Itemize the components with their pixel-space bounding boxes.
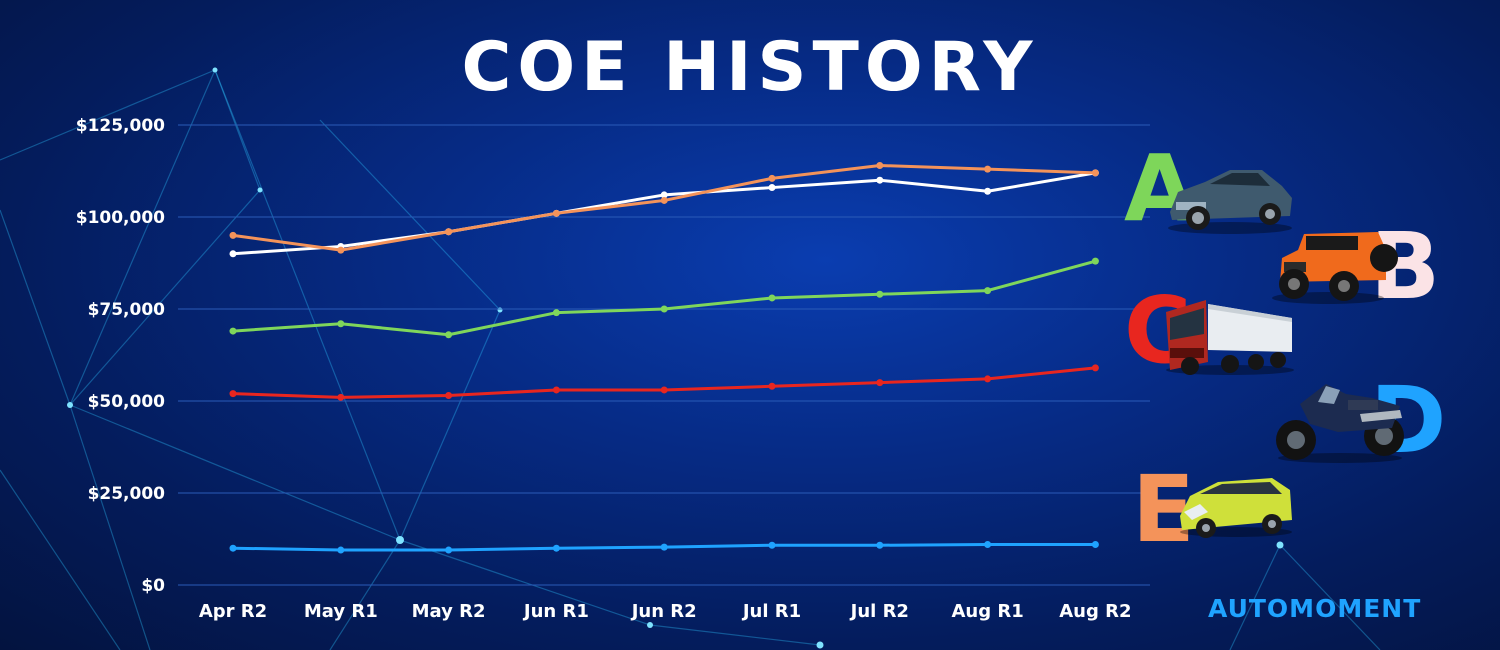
legend-item-c: C: [1124, 277, 1294, 384]
data-point: [876, 290, 884, 298]
data-point: [445, 228, 453, 236]
data-point: [984, 287, 992, 295]
data-point: [660, 191, 668, 199]
motorcycle-icon: [1276, 384, 1404, 463]
series-line: [232, 163, 1096, 252]
data-point: [445, 546, 453, 554]
legend-item-a: A: [1124, 135, 1292, 242]
sedan-car-icon: [1168, 170, 1292, 234]
data-point: [768, 541, 776, 549]
data-point: [229, 250, 237, 258]
data-point: [445, 331, 453, 339]
gridlines: [178, 124, 1150, 586]
data-point: [660, 386, 668, 394]
x-tick-label: May R1: [304, 601, 378, 622]
x-tick-label: Jul R1: [741, 601, 801, 622]
data-point: [768, 382, 776, 390]
legend-item-b: B: [1272, 213, 1440, 320]
data-point: [337, 546, 345, 554]
x-tick-label: Jun R2: [630, 601, 697, 622]
y-tick-label: $0: [141, 576, 165, 596]
data-point: [1091, 541, 1099, 549]
data-point: [984, 165, 992, 173]
data-point: [337, 393, 345, 401]
data-point: [876, 176, 884, 184]
data-point: [876, 161, 884, 169]
y-tick-label: $100,000: [76, 208, 165, 228]
data-point: [660, 305, 668, 313]
data-point: [1091, 257, 1099, 265]
y-tick-label: $75,000: [88, 300, 166, 320]
data-point: [552, 544, 560, 552]
series-line: [232, 171, 1096, 256]
data-point: [984, 187, 992, 195]
x-tick-label: Jun R1: [522, 601, 589, 622]
x-tick-label: May R2: [412, 601, 486, 622]
data-point: [768, 294, 776, 302]
series-cat_d: [229, 364, 1099, 401]
data-point: [1091, 364, 1099, 372]
series-cat_a: [229, 169, 1099, 258]
series-lines: [229, 161, 1099, 554]
data-point: [768, 174, 776, 182]
data-point: [876, 541, 884, 549]
data-point: [229, 544, 237, 552]
data-point: [229, 231, 237, 239]
data-point: [445, 391, 453, 399]
series-cat_c: [229, 257, 1099, 339]
data-point: [984, 375, 992, 383]
x-tick-label: Aug R2: [1059, 601, 1131, 622]
data-point: [552, 309, 560, 317]
legend-item-e: E: [1132, 456, 1292, 563]
data-point: [337, 246, 345, 254]
series-cat_b: [229, 161, 1099, 254]
data-point: [768, 184, 776, 192]
y-axis-ticks: $0 $25,000 $50,000 $75,000 $100,000 $125,000: [76, 116, 165, 596]
data-point: [660, 196, 668, 204]
legend-letter: A: [1124, 135, 1195, 242]
y-tick-label: $125,000: [76, 116, 165, 136]
brand-logo: AUTOMOMENT: [1208, 594, 1422, 623]
data-point: [660, 543, 668, 551]
chart-title: COE HISTORY: [461, 28, 1039, 107]
y-tick-label: $25,000: [88, 484, 166, 504]
x-tick-label: Aug R1: [951, 601, 1023, 622]
data-point: [229, 390, 237, 398]
x-axis-ticks: Apr R2 May R1 May R2 Jun R1 Jun R2 Jul R1 Jul …: [199, 601, 1132, 622]
data-point: [1091, 169, 1099, 177]
series-cat_e: [229, 541, 1099, 554]
legend-item-d: D: [1276, 367, 1446, 474]
data-point: [876, 379, 884, 387]
jeep-suv-icon: [1272, 232, 1398, 304]
x-tick-label: Apr R2: [199, 601, 267, 622]
data-point: [337, 320, 345, 328]
data-point: [984, 541, 992, 549]
data-point: [552, 386, 560, 394]
y-tick-label: $50,000: [88, 392, 166, 412]
data-point: [552, 209, 560, 217]
data-point: [229, 327, 237, 335]
x-tick-label: Jul R2: [849, 601, 909, 622]
truck-icon: [1166, 300, 1294, 375]
minivan-icon: [1180, 478, 1292, 538]
series-line: [232, 259, 1096, 337]
